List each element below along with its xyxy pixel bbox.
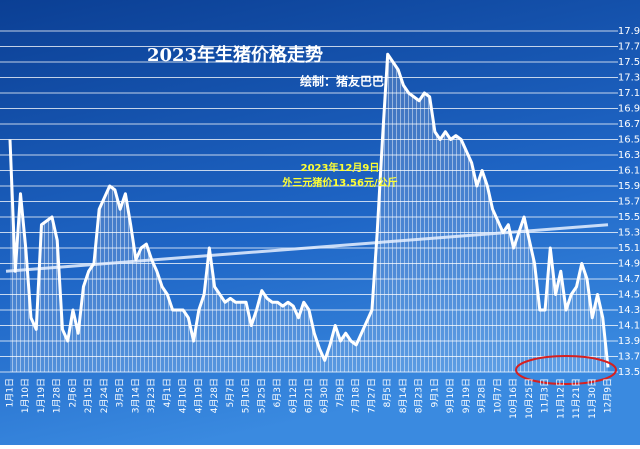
y-tick-label: 14.1: [618, 321, 640, 332]
x-tick-label: 2月15日: [83, 378, 94, 413]
x-tick-label: 11月21日: [571, 378, 582, 419]
y-tick-label: 17.5: [618, 57, 640, 68]
x-tick-label: 9月28日: [477, 378, 488, 413]
y-tick-label: 14.5: [618, 290, 640, 301]
x-tick-label: 6月12日: [288, 378, 299, 413]
x-tick-label: 8月5日: [382, 378, 393, 407]
x-tick-label: 4月1日: [162, 378, 173, 407]
y-tick-label: 16.5: [618, 135, 640, 146]
annotation: 外三元猪价13.56元/公斤: [281, 176, 397, 189]
chart-title: 2023年生猪价格走势: [147, 44, 323, 66]
x-tick-label: 6月30日: [319, 378, 330, 413]
y-tick-label: 14.3: [618, 305, 640, 316]
y-tick-label: 13.9: [618, 336, 640, 347]
x-tick-label: 1月28日: [52, 378, 63, 413]
x-tick-label: 3月23日: [146, 378, 157, 413]
x-tick-label: 6月21日: [304, 378, 315, 413]
x-tick-label: 3月14日: [130, 378, 141, 413]
x-tick-label: 7月9日: [335, 378, 346, 407]
x-tick-label: 7月27日: [366, 378, 377, 413]
area: [10, 54, 608, 372]
y-tick-label: 13.7: [618, 352, 640, 363]
y-tick-label: 14.7: [618, 274, 640, 285]
x-tick-label: 1月1日: [5, 378, 16, 407]
y-tick-label: 17.3: [618, 73, 640, 84]
y-tick-label: 17.1: [618, 88, 640, 99]
x-tick-label: 10月7日: [492, 378, 503, 413]
annotation: 2023年12月9日: [301, 161, 380, 174]
y-tick-label: 14.9: [618, 259, 640, 270]
x-tick-label: 8月23日: [414, 378, 425, 413]
x-tick-label: 1月10日: [20, 378, 31, 413]
trend-line: [5, 223, 609, 273]
x-tick-label: 4月10日: [178, 378, 189, 413]
x-tick-label: 9月1日: [429, 378, 440, 407]
y-tick-label: 15.9: [618, 181, 640, 192]
x-tick-label: 4月19日: [193, 378, 204, 413]
x-tick-label: 8月14日: [398, 378, 409, 413]
x-tick-label: 3月5日: [115, 378, 126, 407]
x-tick-label: 11月12日: [555, 378, 566, 419]
x-tick-label: 4月28日: [209, 378, 220, 413]
y-tick-label: 17.9: [618, 26, 640, 37]
y-tick-label: 16.7: [618, 119, 640, 130]
x-tick-label: 5月25日: [256, 378, 267, 413]
x-tick-label: 9月10日: [445, 378, 456, 413]
x-tick-label: 11月30日: [587, 378, 598, 419]
x-tick-label: 9月19日: [461, 378, 472, 413]
x-tick-label: 2月24日: [99, 378, 110, 413]
y-tick-label: 16.9: [618, 104, 640, 115]
x-tick-label: 2月6日: [67, 378, 78, 407]
y-tick-label: 15.7: [618, 197, 640, 208]
y-tick-label: 16.3: [618, 150, 640, 161]
x-tick-label: 7月18日: [351, 378, 362, 413]
x-tick-label: 5月16日: [241, 378, 252, 413]
y-tick-label: 17.7: [618, 42, 640, 53]
y-tick-label: 13.5: [618, 367, 640, 378]
y-tick-label: 15.1: [618, 243, 640, 254]
x-tick-label: 11月3日: [540, 378, 551, 413]
y-tick-label: 16.1: [618, 166, 640, 177]
x-tick-label: 10月25日: [524, 378, 535, 419]
x-tick-label: 1月19日: [36, 378, 47, 413]
y-tick-label: 15.5: [618, 212, 640, 223]
x-tick-label: 10月16日: [508, 378, 519, 419]
x-tick-label: 5月7日: [225, 378, 236, 407]
y-tick-label: 15.3: [618, 228, 640, 239]
line: [8, 52, 610, 368]
x-tick-label: 12月9日: [603, 378, 614, 413]
chart-subtitle: 绘制：猪友巴巴: [300, 74, 384, 89]
highlight-ellipse: [515, 355, 617, 385]
x-tick-label: 6月3日: [272, 378, 283, 407]
